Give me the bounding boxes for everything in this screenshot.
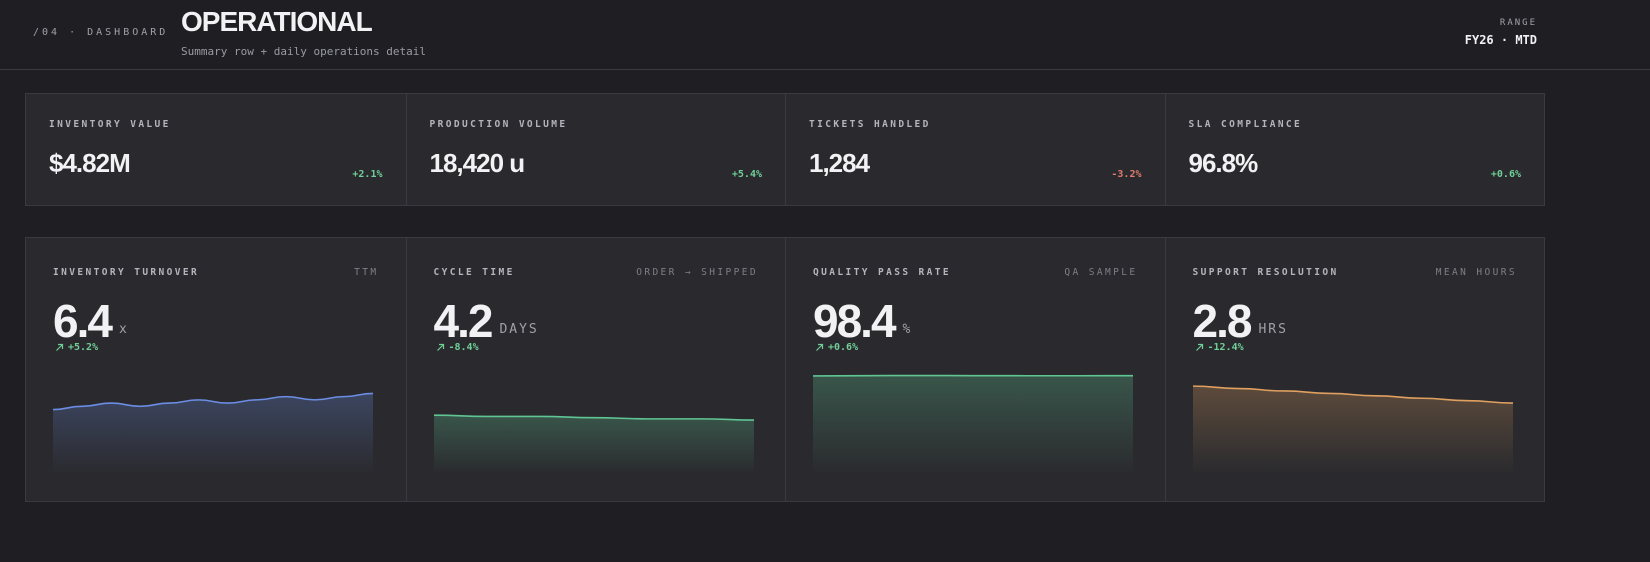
sparkline	[53, 392, 373, 474]
sparkline-line	[1192, 385, 1513, 404]
detail-label: INVENTORY TURNOVER	[53, 267, 200, 278]
kpi-label: TICKETS HANDLED	[809, 119, 931, 130]
trend-arrow-icon	[436, 343, 444, 351]
kpi-card: PRODUCTION VOLUME 18,420 u +5.4%	[405, 94, 786, 205]
kpi-delta: +0.6%	[1490, 169, 1521, 180]
arrow-path	[1195, 343, 1203, 351]
sparkline-area	[1192, 386, 1513, 474]
detail-row: INVENTORY TURNOVER TTM 6.4 x +5.2% CYCLE TIME…	[25, 237, 1545, 502]
arrow-path	[816, 343, 824, 351]
detail-card: INVENTORY TURNOVER TTM 6.4 x +5.2%	[26, 238, 406, 501]
kpi-label: SLA COMPLIANCE	[1188, 119, 1303, 130]
detail-card: CYCLE TIME ORDER → SHIPPED 4.2 DAYS -8.4%	[405, 238, 786, 501]
detail-label: SUPPORT RESOLUTION	[1192, 267, 1339, 278]
kpi-label: PRODUCTION VOLUME	[429, 119, 568, 130]
kpi-card: INVENTORY VALUE $4.82M +2.1%	[26, 94, 406, 205]
kpi-value: 96.8%	[1188, 148, 1259, 178]
kpi-delta: +2.1%	[352, 169, 383, 180]
range-label: RANGE	[1499, 18, 1537, 28]
kpi-value: $4.82M	[49, 148, 131, 178]
trend-arrow-icon	[56, 343, 64, 351]
kpi-card: TICKETS HANDLED 1,284 -3.2%	[785, 94, 1165, 205]
section-label: /04 · DASHBOARD	[33, 27, 169, 38]
detail-unit: x	[118, 322, 129, 337]
sparkline	[433, 414, 754, 474]
detail-delta: +5.2%	[68, 342, 99, 353]
detail-tag: TTM	[354, 267, 379, 278]
trend-arrow-icon	[816, 343, 824, 351]
kpi-delta: -3.2%	[1111, 169, 1142, 180]
sparkline	[813, 374, 1133, 474]
arrow-path	[436, 343, 444, 351]
detail-card: SUPPORT RESOLUTION MEAN HOURS 2.8 HRS -12.4%	[1164, 238, 1545, 501]
arrow-path	[56, 343, 64, 351]
kpi-row: INVENTORY VALUE $4.82M +2.1% PRODUCTION VOL…	[25, 93, 1545, 206]
detail-label: QUALITY PASS RATE	[813, 267, 952, 278]
detail-delta: +0.6%	[828, 342, 859, 353]
kpi-label: INVENTORY VALUE	[49, 119, 171, 130]
detail-value: 2.8	[1192, 295, 1253, 347]
detail-value: 4.2	[433, 295, 494, 347]
header: /04 · DASHBOARD OPERATIONAL Summary row …	[0, 0, 1650, 70]
kpi-value: 1,284	[809, 148, 870, 178]
trend-arrow-icon	[1195, 343, 1203, 351]
sparkline	[1192, 385, 1513, 474]
kpi-card: SLA COMPLIANCE 96.8% +0.6%	[1164, 94, 1545, 205]
kpi-delta: +5.4%	[731, 169, 762, 180]
detail-value: 98.4	[813, 295, 897, 347]
detail-tag: QA SAMPLE	[1064, 267, 1138, 278]
sparkline-line	[433, 414, 754, 421]
kpi-value: 18,420 u	[429, 148, 526, 178]
detail-value: 6.4	[53, 295, 113, 347]
detail-delta: -12.4%	[1207, 342, 1244, 353]
sparkline-line	[53, 392, 373, 411]
detail-unit: %	[902, 322, 913, 337]
detail-tag: ORDER → SHIPPED	[636, 267, 758, 278]
detail-label: CYCLE TIME	[433, 267, 515, 278]
detail-unit: HRS	[1258, 322, 1288, 337]
detail-tag: MEAN HOURS	[1435, 267, 1517, 278]
sparkline-area	[433, 415, 754, 474]
page-subtitle: Summary row + daily operations detail	[181, 45, 427, 58]
detail-delta: -8.4%	[448, 342, 479, 353]
page-title: OPERATIONAL	[181, 6, 373, 37]
range-value: FY26 · MTD	[1464, 33, 1537, 47]
sparkline-area	[53, 393, 373, 474]
detail-unit: DAYS	[499, 322, 539, 337]
sparkline-area	[813, 375, 1133, 474]
detail-card: QUALITY PASS RATE QA SAMPLE 98.4% +0.6%	[785, 238, 1165, 501]
